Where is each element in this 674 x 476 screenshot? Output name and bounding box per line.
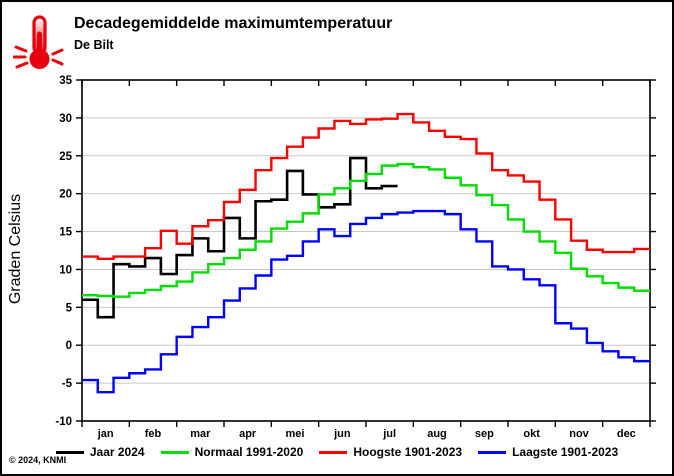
svg-text:35: 35 [59, 75, 72, 87]
svg-text:mei: mei [286, 428, 305, 440]
svg-text:sep: sep [475, 428, 494, 440]
chart-subtitle: De Bilt [74, 38, 114, 52]
svg-text:mar: mar [190, 428, 211, 440]
svg-text:aug: aug [427, 428, 447, 440]
legend-item-3: Hoogste 1901-2023 [319, 445, 462, 459]
legend-item-1: Jaar 2024 [55, 445, 145, 459]
svg-text:5: 5 [66, 302, 73, 314]
legend-label: Jaar 2024 [89, 445, 145, 459]
svg-text:dec: dec [617, 428, 636, 440]
legend-line-swatch [319, 450, 348, 454]
legend-line-swatch [160, 450, 189, 454]
copyright-text: © 2024, KNMI [9, 455, 67, 465]
legend-line-swatch [55, 450, 84, 454]
svg-text:jan: jan [97, 428, 114, 440]
legend-label: Laagste 1901-2023 [512, 445, 619, 459]
chart-legend: Jaar 2024 Normaal 1991-2020 Hoogste 1901-2… [2, 443, 672, 461]
svg-text:15: 15 [59, 227, 72, 239]
legend-label: Normaal 1991-2020 [194, 445, 304, 459]
svg-text:okt: okt [523, 428, 540, 440]
svg-text:-5: -5 [62, 378, 73, 390]
chart-title: Decadegemiddelde maximumtemperatuur [74, 15, 393, 32]
svg-text:-10: -10 [55, 416, 72, 428]
legend-item-4: Laagste 1901-2023 [478, 445, 618, 459]
svg-text:20: 20 [59, 189, 72, 201]
hot-thermometer-icon [13, 15, 64, 69]
svg-text:0: 0 [66, 340, 72, 352]
svg-text:25: 25 [59, 151, 72, 163]
svg-text:jul: jul [382, 428, 396, 440]
legend-line-swatch [478, 450, 507, 454]
svg-text:nov: nov [569, 428, 589, 440]
legend-label: Hoogste 1901-2023 [353, 445, 463, 459]
legend-item-2: Normaal 1991-2020 [160, 445, 304, 459]
svg-text:apr: apr [239, 428, 257, 440]
svg-text:feb: feb [145, 428, 162, 440]
svg-text:30: 30 [59, 113, 72, 125]
svg-text:10: 10 [59, 264, 72, 276]
svg-text:jun: jun [333, 428, 351, 440]
